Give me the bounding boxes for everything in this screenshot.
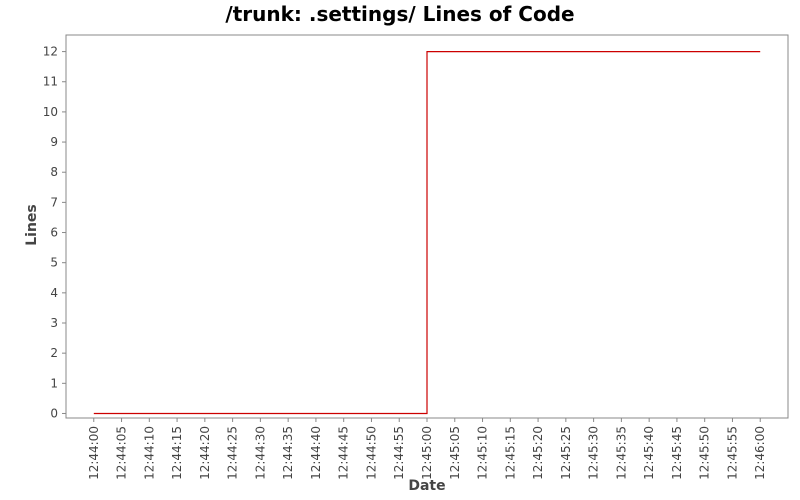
y-tick-label: 3 (50, 316, 58, 330)
y-tick-label: 10 (43, 105, 58, 119)
x-tick-label: 12:44:05 (115, 426, 129, 480)
y-tick-label: 12 (43, 45, 58, 59)
x-tick-label: 12:44:15 (170, 426, 184, 480)
x-tick-label: 12:45:30 (587, 426, 601, 480)
x-tick-label: 12:44:55 (392, 426, 406, 480)
x-tick-label: 12:44:35 (281, 426, 295, 480)
x-tick-label: 12:45:55 (725, 426, 739, 480)
y-tick-label: 7 (50, 195, 58, 209)
y-tick-label: 1 (50, 376, 58, 390)
x-tick-label: 12:44:10 (142, 426, 156, 480)
x-tick-label: 12:45:15 (503, 426, 517, 480)
y-tick-label: 0 (50, 406, 58, 420)
x-tick-label: 12:45:05 (448, 426, 462, 480)
y-tick-label: 4 (50, 286, 58, 300)
x-tick-label: 12:44:40 (309, 426, 323, 480)
y-axis-title: Lines (24, 204, 40, 246)
x-tick-label: 12:44:25 (226, 426, 240, 480)
y-tick-label: 2 (50, 346, 58, 360)
series-line (93, 50, 761, 415)
y-tick-label: 5 (50, 256, 58, 270)
x-tick-label: 12:45:25 (559, 426, 573, 480)
x-tick-label: 12:45:50 (698, 426, 712, 480)
x-tick-label: 12:44:30 (253, 426, 267, 480)
x-tick-label: 12:45:45 (670, 426, 684, 480)
x-tick-label: 12:45:40 (642, 426, 656, 480)
x-axis-title: Date (408, 478, 445, 494)
x-tick-label: 12:46:00 (753, 426, 767, 480)
y-tick-label: 6 (50, 226, 58, 240)
x-tick-label: 12:45:10 (476, 426, 490, 480)
x-tick-label: 12:45:20 (531, 426, 545, 480)
x-tick-label: 12:44:20 (198, 426, 212, 480)
y-tick-label: 11 (43, 75, 58, 89)
x-tick-label: 12:45:00 (420, 426, 434, 480)
series-layer (93, 50, 761, 415)
y-tick-label: 8 (50, 165, 58, 179)
x-tick-label: 12:44:50 (364, 426, 378, 480)
x-tick-label: 12:44:00 (87, 426, 101, 480)
y-tick-label: 9 (50, 135, 58, 149)
chart-title: /trunk: .settings/ Lines of Code (225, 2, 575, 26)
x-tick-label: 12:45:35 (614, 426, 628, 480)
x-tick-label: 12:44:45 (337, 426, 351, 480)
x-axis: 12:44:00 12:44:05 12:44:10 12:44:15 12:44:20… (87, 418, 767, 480)
